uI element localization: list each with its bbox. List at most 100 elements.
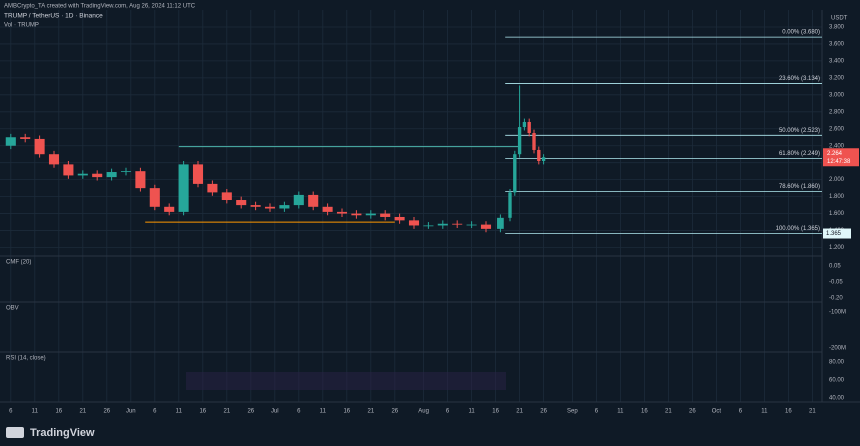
candle-body	[192, 164, 204, 184]
x-tick-label: 16	[785, 409, 792, 415]
x-tick-label: 6	[595, 409, 599, 415]
indicator-tick: -0.05	[829, 280, 843, 286]
x-tick-label: 6	[297, 409, 301, 415]
y-tick-label: 2.400	[829, 143, 845, 149]
candle-body	[308, 194, 319, 207]
x-tick-label: 6	[153, 409, 157, 415]
y-tick-label: 1.800	[829, 194, 845, 200]
candle-body	[513, 154, 517, 193]
x-tick-label: 6	[739, 409, 743, 415]
y-tick-label: 3.000	[829, 92, 845, 98]
x-tick-label: 26	[540, 409, 547, 415]
x-tick-label: 21	[809, 409, 816, 415]
candle-body	[437, 223, 448, 226]
indicator-tick: 60.00	[829, 378, 845, 384]
candle-body	[106, 172, 117, 178]
fib-label: 78.60% (1.860)	[779, 184, 820, 190]
candle-body	[221, 192, 232, 201]
indicator-name: OBV	[6, 306, 19, 312]
candle-body	[120, 171, 132, 173]
x-tick-label: 11	[468, 409, 475, 415]
currency: USDT	[831, 16, 848, 22]
candle-body	[527, 121, 531, 133]
candle-body	[423, 225, 434, 227]
x-tick-label: 11	[320, 409, 327, 415]
x-tick-label: Sep	[567, 409, 578, 415]
fib-label: 0.00% (3.680)	[782, 30, 820, 36]
candle-body	[63, 164, 74, 176]
candle-body	[250, 205, 261, 207]
candle-body	[532, 133, 536, 150]
x-tick-label: 11	[761, 409, 768, 415]
candle-body	[351, 213, 362, 216]
candle-body	[164, 206, 175, 212]
y-tick-label: 3.800	[829, 25, 845, 31]
candle-body	[20, 137, 31, 139]
y-tick-label: 2.000	[829, 177, 845, 183]
x-tick-label: Jul	[271, 409, 279, 415]
candle-body	[452, 223, 463, 225]
y-tick-label: 1.200	[829, 245, 845, 251]
fib-label: 23.60% (3.134)	[779, 76, 820, 82]
x-tick-label: 21	[223, 409, 230, 415]
candle-body	[34, 138, 45, 155]
candle-body	[293, 194, 304, 206]
x-tick-label: 16	[641, 409, 648, 415]
x-tick-label: 21	[79, 409, 86, 415]
candle-body	[480, 224, 492, 229]
indicator-tick: 0.05	[829, 264, 841, 270]
x-tick-label: 21	[665, 409, 672, 415]
x-tick-label: 26	[689, 409, 696, 415]
x-tick-label: 16	[343, 409, 350, 415]
indicator-name: CMF (20)	[6, 260, 31, 266]
candle-body	[236, 200, 247, 206]
x-tick-label: 11	[32, 409, 39, 415]
fib-label: 50.00% (2.523)	[779, 128, 820, 134]
x-tick-label: 16	[55, 409, 62, 415]
indicator-tick: 80.00	[829, 360, 845, 366]
y-tick-label: 3.400	[829, 58, 845, 64]
indicator-tick: -0.20	[829, 296, 843, 302]
candle-body	[497, 217, 504, 229]
x-tick-label: Aug	[418, 409, 429, 415]
candle-body	[178, 164, 189, 212]
y-tick-label: 1.600	[829, 211, 845, 217]
candle-body	[394, 216, 405, 221]
candle-body	[541, 157, 546, 161]
x-tick-label: 26	[103, 409, 110, 415]
x-tick-label: 26	[247, 409, 254, 415]
brand: TradingView	[30, 427, 95, 439]
last-price: 2.264	[827, 151, 843, 157]
y-tick-label: 2.600	[829, 126, 845, 132]
level-marker-box	[823, 228, 851, 239]
x-tick-label: 6	[9, 409, 13, 415]
credit: AMBCrypto_TA created with TradingView.co…	[4, 4, 196, 10]
y-tick-label: 3.200	[829, 75, 845, 81]
candle-body	[537, 149, 541, 161]
candle-body	[135, 171, 146, 189]
candle-body	[365, 213, 376, 216]
x-tick-label: 11	[617, 409, 624, 415]
countdown: 12:47:38	[827, 159, 851, 165]
x-tick-label: Jun	[126, 409, 136, 415]
indicator-tick: -100M	[829, 310, 846, 316]
x-tick-label: 11	[176, 409, 183, 415]
x-tick-label: 26	[391, 409, 398, 415]
candle-body	[149, 188, 160, 207]
indicator-tick: -200M	[829, 346, 846, 352]
candle-body	[322, 206, 333, 212]
symbol: TRUMP / TetherUS · 1D · Binance	[4, 13, 103, 20]
x-tick-label: 21	[516, 409, 523, 415]
fib-label: 100.00% (1.365)	[776, 226, 820, 232]
indicator-tick: 40.00	[829, 396, 845, 402]
grid	[0, 10, 822, 402]
candle-body	[408, 220, 420, 226]
volume-label: Vol · TRUMP	[4, 23, 39, 29]
candle-body	[264, 206, 276, 209]
fib-label: 61.80% (2.249)	[779, 151, 820, 157]
candle-body	[380, 213, 391, 217]
candle-body	[508, 192, 512, 218]
candle-body	[522, 121, 527, 128]
x-tick-label: 16	[492, 409, 499, 415]
